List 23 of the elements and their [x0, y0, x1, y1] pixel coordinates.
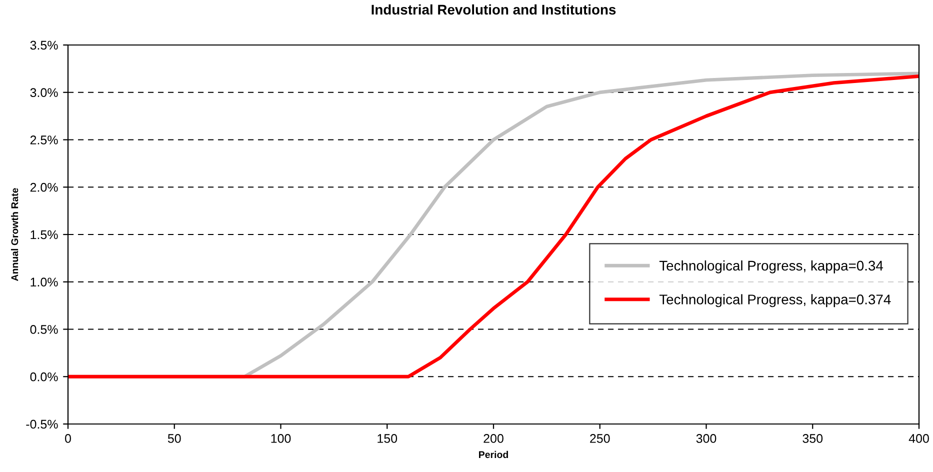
chart-title: Industrial Revolution and Institutions [372, 4, 616, 15]
x-tick-label: 150 [378, 434, 398, 443]
y-tick-label: 1.0% [30, 278, 58, 287]
y-tick-label: 2.0% [30, 182, 58, 192]
x-tick-label: 100 [271, 434, 291, 443]
x-tick-label: 300 [696, 434, 716, 443]
x-tick-label: 50 [168, 434, 181, 443]
y-tick-label: 3.0% [30, 88, 58, 98]
y-tick-label: 1.5% [30, 230, 58, 240]
y-tick-label: 3.5% [30, 40, 58, 50]
x-tick-label: 350 [802, 434, 823, 443]
x-tick-label: 400 [908, 434, 929, 443]
y-tick-label: 2.5% [30, 136, 58, 144]
legend-label: Technological Progress, kappa=0.34 [659, 260, 884, 274]
y-tick-label: -0.5% [26, 420, 58, 429]
y-tick-label: 0.5% [30, 325, 58, 334]
x-axis-title: Period [479, 450, 508, 458]
y-axis-title: Annual Growth Rate [11, 188, 18, 281]
legend-label: Technological Progress, kappa=0.374 [659, 294, 891, 308]
x-tick-label: 200 [484, 434, 504, 443]
x-tick-label: 0 [65, 434, 71, 443]
y-tick-label: 0.0% [30, 372, 58, 382]
x-tick-label: 250 [590, 434, 610, 443]
